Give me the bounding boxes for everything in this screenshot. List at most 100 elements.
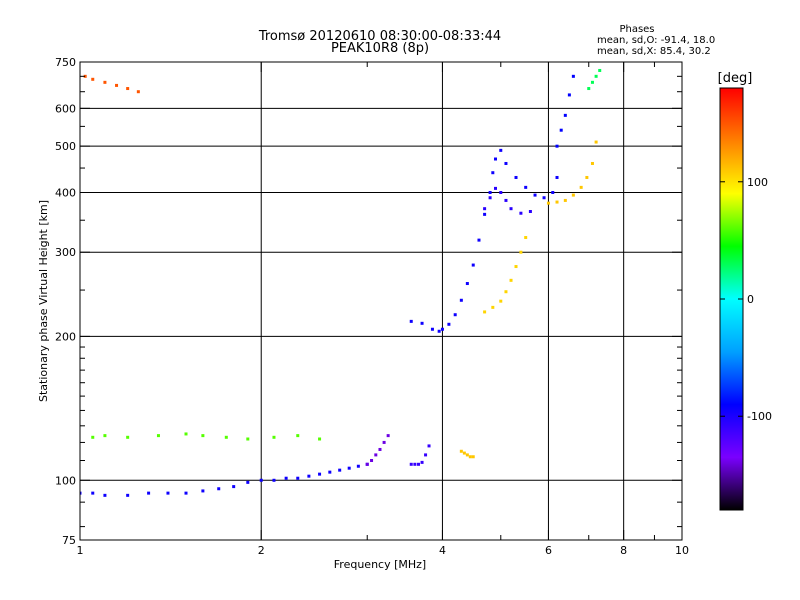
x-tick-label: 6 (545, 544, 552, 557)
data-point (307, 474, 311, 478)
colorbar-tick-label: -100 (747, 410, 772, 423)
data-point (126, 493, 130, 497)
x-tick-label: 4 (439, 544, 446, 557)
data-point (504, 161, 508, 165)
data-point (471, 263, 475, 267)
data-point (272, 435, 276, 439)
data-point (465, 453, 469, 457)
data-point (499, 148, 503, 152)
data-point (579, 185, 583, 189)
data-point (504, 198, 508, 202)
data-point (328, 470, 332, 474)
data-point (519, 250, 523, 254)
phases-x-line: mean, sd,X: 85.4, 30.2 (597, 46, 711, 57)
data-point (590, 161, 594, 165)
data-point (563, 113, 567, 117)
x-tick-label: 1 (77, 544, 84, 557)
data-point (493, 157, 497, 161)
data-point (533, 193, 537, 197)
axis-ticks (79, 61, 683, 540)
data-point (83, 74, 87, 78)
data-point (477, 238, 481, 242)
data-point (437, 329, 441, 333)
data-point (91, 435, 95, 439)
data-point (91, 491, 95, 495)
data-point (488, 190, 492, 194)
y-tick-label: 600 (55, 102, 76, 115)
data-point (483, 207, 487, 211)
chart-title: Tromsø 20120610 08:30:00-08:33:44 (258, 29, 501, 44)
data-points (80, 68, 602, 497)
data-point (409, 462, 413, 466)
data-point (524, 236, 528, 240)
data-point (493, 186, 497, 190)
phases-o-line: mean, sd,O: -91.4, 18.0 (597, 35, 715, 46)
data-point (386, 434, 390, 438)
data-point (542, 196, 546, 200)
data-point (201, 434, 205, 438)
data-point (136, 90, 140, 94)
data-point (284, 476, 288, 480)
data-point (80, 491, 82, 495)
data-point (424, 453, 428, 457)
data-point (417, 462, 421, 466)
data-point (598, 68, 602, 72)
data-point (382, 440, 386, 444)
data-point (440, 327, 444, 331)
data-point (546, 201, 550, 205)
y-tick-label: 300 (55, 246, 76, 259)
data-point (378, 447, 382, 451)
y-tick-label: 75 (62, 534, 76, 547)
colorbar-tick-label: 0 (747, 293, 754, 306)
data-point (246, 480, 250, 484)
data-point (488, 196, 492, 200)
chart-subtitle: PEAK10R8 (8p) (331, 41, 429, 56)
data-point (318, 472, 322, 476)
data-point (491, 171, 495, 175)
data-point (528, 210, 532, 214)
data-point (318, 437, 322, 441)
data-point (420, 460, 424, 464)
x-tick-label: 8 (620, 544, 627, 557)
data-point (115, 83, 119, 87)
data-point (509, 207, 513, 211)
data-point (462, 451, 466, 455)
x-tick-labels: 1 2 4 6 8 10 (77, 544, 690, 557)
data-point (409, 319, 413, 323)
data-point (420, 321, 424, 325)
data-point (499, 299, 503, 303)
data-point (272, 478, 276, 482)
data-point (126, 87, 130, 91)
data-point (491, 305, 495, 309)
data-point (453, 313, 457, 317)
data-point (259, 478, 263, 482)
data-point (555, 175, 559, 179)
data-point (147, 491, 151, 495)
data-point (504, 290, 508, 294)
data-point (365, 462, 369, 466)
data-point (551, 190, 555, 194)
colorbar-label: [deg] (718, 71, 753, 86)
data-point (555, 200, 559, 204)
data-point (563, 198, 567, 202)
phases-title: Phases (619, 24, 654, 35)
data-point (296, 476, 300, 480)
data-point (559, 128, 563, 132)
data-point (585, 175, 589, 179)
data-point (524, 185, 528, 189)
data-point (514, 265, 518, 269)
data-point (217, 487, 221, 491)
data-point (370, 458, 374, 462)
data-point (471, 455, 475, 459)
data-point (430, 327, 434, 331)
plot-frame (79, 61, 683, 541)
data-point (103, 80, 107, 84)
data-point (571, 74, 575, 78)
data-point (156, 434, 160, 438)
data-point (232, 485, 236, 489)
y-tick-label: 750 (55, 56, 76, 69)
data-point (374, 453, 378, 457)
data-point (447, 322, 451, 326)
data-point (347, 466, 351, 470)
